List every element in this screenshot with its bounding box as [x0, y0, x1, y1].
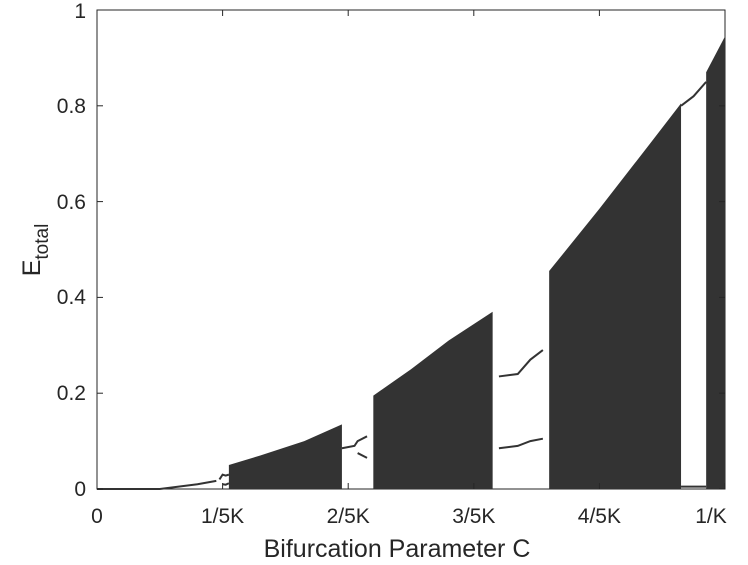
x-tick-label: 3/5K [452, 505, 495, 528]
period-window-branch [341, 435, 368, 459]
y-axis-title: E [18, 260, 46, 277]
y-tick-label: 0.8 [57, 95, 86, 118]
y-tick-label: 0.2 [57, 382, 86, 405]
period-window-branch [498, 349, 544, 450]
data-layer [97, 36, 725, 490]
period-window-branch [680, 81, 707, 488]
y-tick-label: 0.6 [57, 191, 86, 214]
chaotic-band [706, 36, 725, 489]
x-tick-label: 2/5K [327, 505, 370, 528]
y-tick-label: 0 [74, 478, 86, 501]
x-axis-title: Bifurcation Parameter C [264, 535, 531, 563]
chaotic-band [549, 103, 682, 489]
fixed-point-branch [97, 479, 217, 490]
period-2-branch [218, 473, 230, 486]
chaotic-band [228, 424, 342, 489]
x-tick-label: 1/K [695, 505, 727, 528]
chaotic-band [373, 311, 493, 489]
y-tick-label: 0.4 [57, 286, 87, 309]
x-tick-label: 0 [91, 505, 103, 528]
svg-text:Etotal: Etotal [18, 224, 53, 277]
y-tick-label: 1 [74, 0, 86, 23]
x-tick-label: 1/5K [201, 505, 244, 528]
x-tick-label: 4/5K [578, 505, 621, 528]
y-axis-title-subscript: total [32, 224, 53, 260]
axis-ticks [96, 9, 726, 490]
